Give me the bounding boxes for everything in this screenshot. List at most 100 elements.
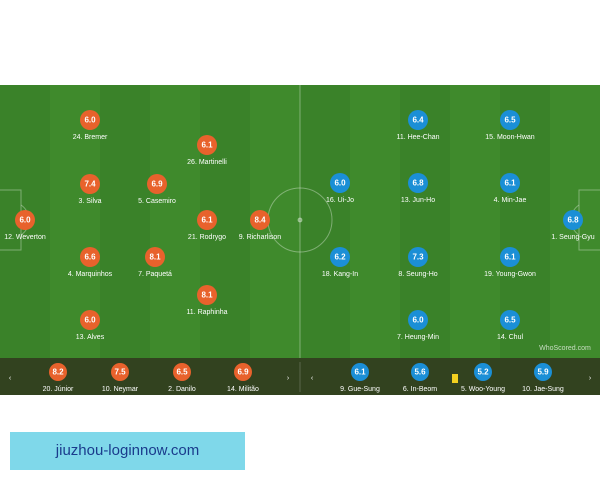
- player-rating: 6.6: [84, 253, 96, 262]
- player-name: 4. Min-Jae: [494, 197, 527, 204]
- link[interactable]: jiuzhou-loginnow.com: [10, 432, 245, 470]
- player-name: 21. Rodrygo: [188, 234, 226, 241]
- yellow-card: [452, 374, 458, 383]
- player-rating: 6.9: [151, 180, 163, 189]
- sub-rating: 8.2: [52, 368, 64, 377]
- sub-rating-badge: [411, 363, 429, 381]
- sub-rating-badge: [111, 363, 129, 381]
- player-rating-badge: [500, 173, 520, 193]
- player-rating-badge: [80, 247, 100, 267]
- sub-rating-badge: [351, 363, 369, 381]
- player-rating-badge: [80, 310, 100, 330]
- player-rating-badge: [197, 210, 217, 230]
- player-rating: 6.1: [504, 253, 516, 262]
- player-rating: 6.1: [201, 141, 213, 150]
- scroll-left[interactable]: ‹: [9, 375, 12, 382]
- player-rating-badge: [147, 174, 167, 194]
- sub-rating: 5.2: [477, 368, 489, 377]
- player-rating: 6.0: [84, 116, 96, 125]
- player-name: 24. Bremer: [73, 134, 108, 141]
- sub-rating: 6.9: [237, 368, 249, 377]
- player-name: 12. Weverton: [4, 234, 46, 241]
- player-rating-badge: [408, 173, 428, 193]
- player-name: 9. Richarlison: [239, 234, 282, 241]
- player-name: 7. Paquetá: [138, 271, 172, 278]
- sub-name: 14. Militão: [227, 386, 259, 393]
- player-name: 13. Alves: [76, 334, 105, 341]
- player-rating-badge: [563, 210, 583, 230]
- player-name: 14. Chul: [497, 334, 524, 341]
- player-rating-badge: [197, 135, 217, 155]
- player-rating: 8.1: [149, 253, 161, 262]
- player-rating-badge: [330, 173, 350, 193]
- player-rating: 8.4: [254, 216, 266, 225]
- sub-name: 10. Jae-Sung: [522, 386, 564, 393]
- player-rating-badge: [500, 110, 520, 130]
- player-name: 5. Casemiro: [138, 198, 176, 205]
- sub-rating: 5.9: [537, 368, 549, 377]
- player-rating: 7.4: [84, 180, 96, 189]
- subs-bar: [0, 358, 600, 395]
- sub-name: 20. Júnior: [43, 386, 74, 393]
- player-rating: 6.8: [567, 216, 579, 225]
- sub-rating-badge: [534, 363, 552, 381]
- player-rating-badge: [145, 247, 165, 267]
- sub-name: 9. Gue-Sung: [340, 386, 380, 393]
- sub-rating: 5.6: [414, 368, 426, 377]
- player-rating: 6.5: [504, 316, 516, 325]
- player-rating: 6.1: [504, 179, 516, 188]
- player-name: 4. Marquinhos: [68, 271, 113, 278]
- player-name: 15. Moon-Hwan: [485, 134, 535, 141]
- sub-rating-badge: [173, 363, 191, 381]
- player-rating: 6.0: [412, 316, 424, 325]
- scroll-right[interactable]: ›: [589, 375, 592, 382]
- player-rating: 7.3: [412, 253, 424, 262]
- scroll-left[interactable]: ‹: [311, 375, 314, 382]
- player-rating-badge: [408, 247, 428, 267]
- player-name: 1. Seung-Gyu: [551, 234, 594, 241]
- player-rating: 6.4: [412, 116, 424, 125]
- sub-rating-badge: [49, 363, 67, 381]
- player-rating-badge: [408, 110, 428, 130]
- sub-name: 2. Danilo: [168, 386, 196, 393]
- pitch-stripes: [0, 85, 550, 358]
- player-name: 7. Heung-Min: [397, 334, 439, 341]
- player-rating-badge: [197, 285, 217, 305]
- player-rating: 6.5: [504, 116, 516, 125]
- player-rating: 6.1: [201, 216, 213, 225]
- player-rating-badge: [80, 110, 100, 130]
- scroll-right[interactable]: ›: [287, 375, 290, 382]
- player-rating-badge: [80, 174, 100, 194]
- player-name: 3. Silva: [79, 198, 102, 205]
- sub-name: 6. In-Beom: [403, 386, 437, 393]
- watermark: WhoScored.com: [539, 345, 591, 352]
- player-name: 18. Kang-In: [322, 271, 358, 278]
- player-rating: 6.0: [19, 216, 31, 225]
- player-rating: 6.0: [334, 179, 346, 188]
- player-name: 13. Jun-Ho: [401, 197, 435, 204]
- player-rating: 6.8: [412, 179, 424, 188]
- sub-rating-badge: [474, 363, 492, 381]
- player-rating-badge: [500, 310, 520, 330]
- player-name: 11. Raphinha: [186, 309, 227, 316]
- player-rating-badge: [15, 210, 35, 230]
- sub-name: 10. Neymar: [102, 386, 139, 393]
- player-rating: 8.1: [201, 291, 213, 300]
- player-rating-badge: [500, 247, 520, 267]
- player-name: 16. Ui-Jo: [326, 197, 354, 204]
- player-rating-badge: [330, 247, 350, 267]
- player-rating: 6.0: [84, 316, 96, 325]
- player-name: 26. Martinelli: [187, 159, 227, 166]
- sub-rating: 6.5: [176, 368, 188, 377]
- lineup-view: ‹ › ‹ › WhoScored.com 6.0 24. Bremer 6.1 26…: [0, 85, 600, 395]
- player-name: 8. Seung-Ho: [398, 271, 437, 278]
- player-rating-badge: [250, 210, 270, 230]
- sub-name: 5. Woo-Young: [461, 386, 505, 393]
- player-name: 11. Hee-Chan: [396, 134, 439, 141]
- player-rating: 6.2: [334, 253, 346, 262]
- player-name: 19. Young-Gwon: [484, 271, 536, 278]
- sub-rating: 6.1: [354, 368, 366, 377]
- sub-rating-badge: [234, 363, 252, 381]
- player-rating-badge: [408, 310, 428, 330]
